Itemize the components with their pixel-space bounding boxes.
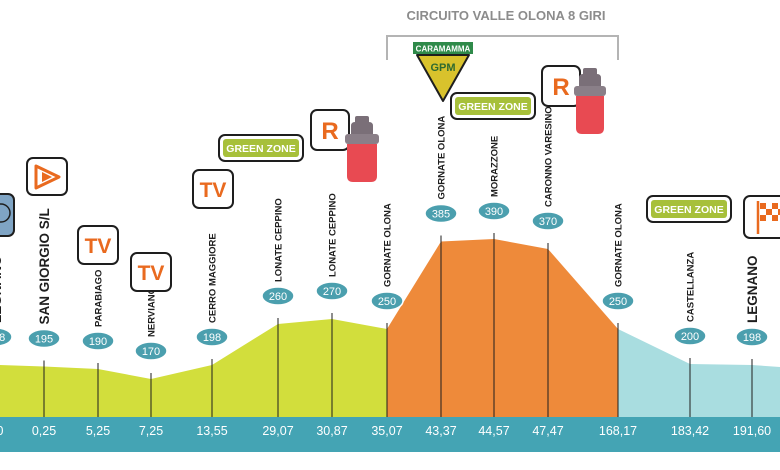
- km-label: 13,55: [196, 424, 227, 438]
- km-label: 43,37: [425, 424, 456, 438]
- elevation-value: 260: [269, 291, 287, 303]
- green-zone-marker: GREEN ZONE: [218, 134, 304, 162]
- km-label: 30,87: [316, 424, 347, 438]
- elevation-badge: 198: [0, 327, 13, 347]
- svg-text:GREEN ZONE: GREEN ZONE: [458, 101, 527, 113]
- km-label: 47,47: [532, 424, 563, 438]
- place-label: CERRO MAGGIORE: [208, 233, 219, 323]
- elevation-badges: 198 195 190 170 198 260 270 250 385 390 370 250 200 1…: [0, 201, 769, 361]
- place-label: GORNATE OLONA: [437, 116, 448, 200]
- bottle-icon: [345, 116, 379, 182]
- place-label: LEGNANO: [745, 256, 760, 324]
- circuit-title: CIRCUITO VALLE OLONA 8 GIRI: [406, 8, 605, 23]
- place-label: CARONNO VARESINO: [544, 106, 555, 207]
- start-icon: [0, 193, 15, 237]
- svg-text:R: R: [552, 74, 569, 101]
- tv-marker: TV: [192, 169, 234, 209]
- distance-axis-bar: [0, 417, 780, 452]
- elevation-value: 195: [35, 334, 53, 346]
- elevation-value: 198: [203, 332, 221, 344]
- svg-text:CARAMAMMA: CARAMAMMA: [416, 45, 471, 54]
- finish-flag-icon: [743, 195, 780, 239]
- elevation-value: 198: [743, 332, 761, 344]
- km-label: 7,25: [139, 424, 163, 438]
- place-label: NERVIANO: [147, 287, 158, 337]
- place-label: LONATE CEPPINO: [328, 193, 339, 277]
- elevation-value: 170: [142, 346, 160, 358]
- circuit-bracket: CIRCUITO VALLE OLONA 8 GIRI: [386, 8, 619, 60]
- place-label: MORAZZONE: [490, 136, 501, 197]
- svg-text:TV: TV: [200, 179, 227, 202]
- place-label: LONATE CEPPINO: [274, 198, 285, 282]
- elevation-value: 385: [432, 209, 450, 221]
- elevation-badge: 250: [601, 291, 635, 311]
- elevation-value: 200: [681, 331, 699, 343]
- elevation-value: 198: [0, 332, 5, 344]
- km-label: 183,42: [671, 424, 709, 438]
- refreshment-marker: R: [541, 65, 581, 107]
- place-label: GORNATE OLONA: [614, 203, 625, 287]
- refreshment-marker: R: [310, 109, 350, 151]
- svg-text:TV: TV: [85, 235, 112, 258]
- elevation-badge: 270: [315, 281, 349, 301]
- elevation-badge: 198: [735, 327, 769, 347]
- svg-text:GPM: GPM: [430, 62, 455, 74]
- place-labels: LEGNANO SAN GIORGIO S/L PARABIAGO NERVIANO C…: [0, 106, 760, 337]
- elevation-badge: 390: [477, 201, 511, 221]
- km-label: 29,07: [262, 424, 293, 438]
- km-label: 35,07: [371, 424, 402, 438]
- elevation-value: 250: [609, 296, 627, 308]
- elevation-badge: 170: [134, 341, 168, 361]
- bottle-icon: [574, 68, 606, 134]
- elevation-value: 390: [485, 206, 503, 218]
- elevation-value: 250: [378, 296, 396, 308]
- tv-marker: TV: [130, 252, 172, 292]
- km-label: 0,25: [32, 424, 56, 438]
- profile-area-circuit: [387, 239, 618, 417]
- elevation-value: 370: [539, 216, 557, 228]
- elevation-badge: 200: [673, 326, 707, 346]
- green-zone-marker: GREEN ZONE: [646, 195, 732, 223]
- place-label: PARABIAGO: [94, 270, 105, 327]
- km-label: 191,60: [733, 424, 771, 438]
- elevation-badge: 198: [195, 327, 229, 347]
- km-label: 44,57: [478, 424, 509, 438]
- elevation-value: 270: [323, 286, 341, 298]
- elevation-value: 190: [89, 336, 107, 348]
- elevation-badge: 370: [531, 211, 565, 231]
- place-label: SAN GIORGIO S/L: [37, 208, 52, 324]
- km-label: 5,25: [86, 424, 110, 438]
- elevation-badge: 190: [81, 331, 115, 351]
- elevation-badge: 385: [424, 203, 458, 224]
- place-label: GORNATE OLONA: [383, 203, 394, 287]
- km-label: 0: [0, 424, 4, 438]
- elevation-badge: 250: [370, 291, 404, 311]
- green-zone-marker: GREEN ZONE: [450, 92, 536, 120]
- place-label: CASTELLANZA: [686, 252, 697, 322]
- km-label: 168,17: [599, 424, 637, 438]
- tv-marker: TV: [77, 225, 119, 265]
- profile-area-approach: [0, 319, 387, 417]
- video-icon: [26, 157, 68, 196]
- svg-text:GREEN ZONE: GREEN ZONE: [654, 204, 723, 216]
- svg-text:R: R: [321, 118, 338, 145]
- place-label: LEGNANO: [0, 256, 4, 324]
- profile-area-finale: [618, 329, 780, 417]
- gpm-marker: CARAMAMMA GPM: [413, 42, 473, 102]
- elevation-badge: 195: [27, 328, 61, 349]
- elevation-badge: 260: [261, 286, 295, 306]
- km-labels: 0 0,25 5,25 7,25 13,55 29,07 30,87 35,07 43,37 44…: [0, 424, 771, 438]
- drop-lines: [43, 233, 753, 417]
- svg-text:GREEN ZONE: GREEN ZONE: [226, 143, 295, 155]
- svg-text:TV: TV: [138, 262, 165, 285]
